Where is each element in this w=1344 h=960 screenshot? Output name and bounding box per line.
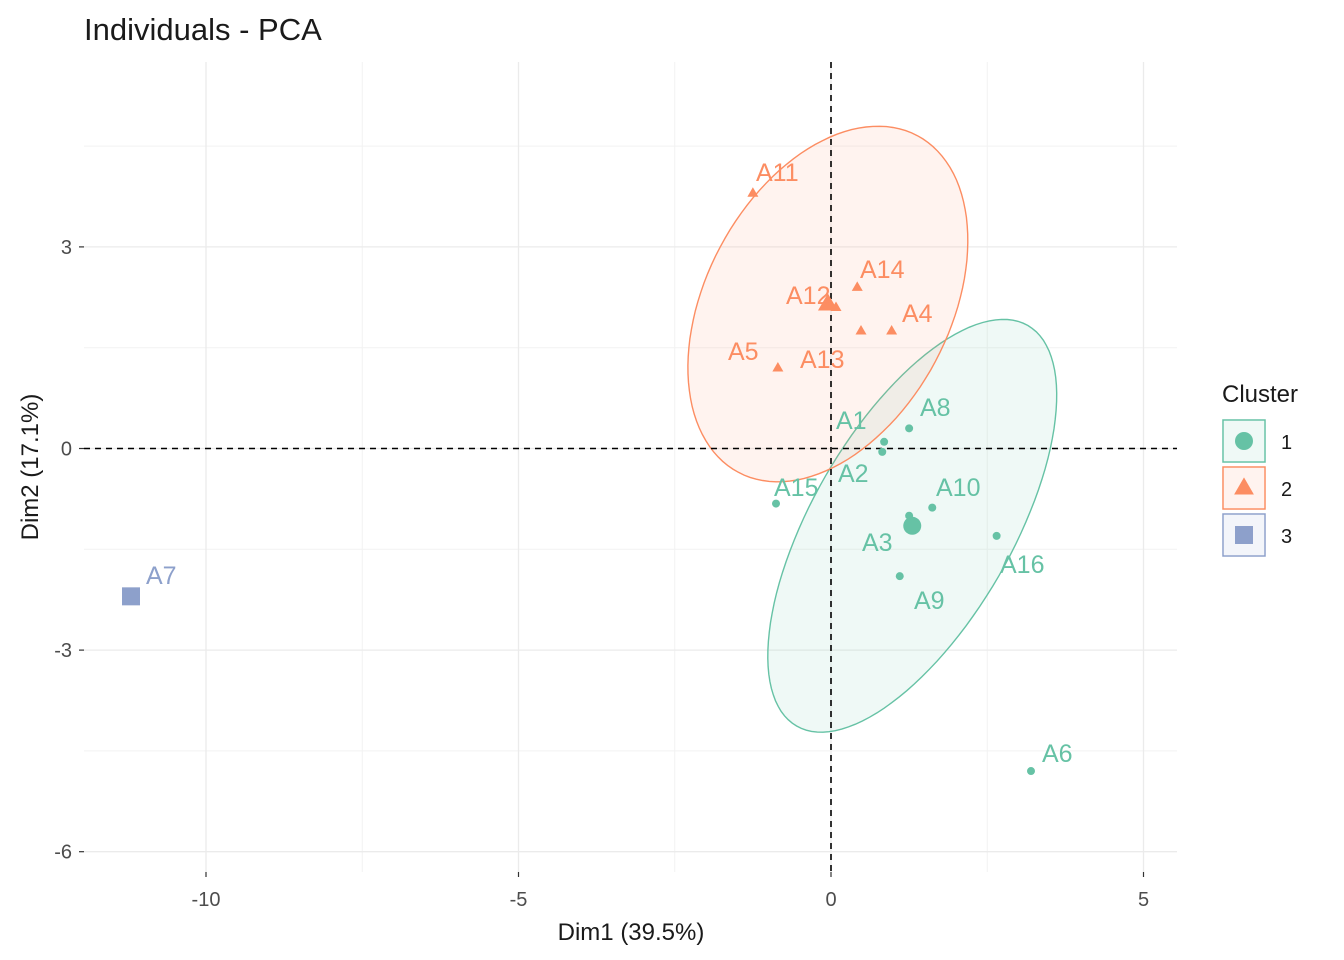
legend-marker-2 <box>1234 477 1254 495</box>
minor-grid <box>84 62 1177 872</box>
chart-title: Individuals - PCA <box>84 12 322 47</box>
y-tick-label: -6 <box>54 842 72 864</box>
x-tick-label: 0 <box>825 889 836 911</box>
point-label-A10: A10 <box>936 474 980 502</box>
cluster-1-centroid <box>903 516 922 535</box>
point-A3 <box>905 511 914 520</box>
point-A13 <box>855 325 867 335</box>
point-label-A6: A6 <box>1042 740 1073 768</box>
y-tick-label: 3 <box>61 237 72 259</box>
point-A11 <box>747 187 759 197</box>
x-tick-label: -10 <box>192 889 221 911</box>
point-label-A5: A5 <box>728 338 759 366</box>
point-label-A11: A11 <box>756 159 799 187</box>
point-A12 <box>830 301 842 311</box>
point-A2 <box>878 447 887 456</box>
cluster-2-centroid <box>817 293 838 311</box>
y-axis-title: Dim2 (17.1%) <box>17 394 44 541</box>
point-A4 <box>886 325 898 335</box>
legend-marker-3 <box>1235 526 1253 544</box>
legend: Cluster 1 2 3 <box>1222 381 1298 557</box>
point-A9 <box>895 572 904 581</box>
point-label-A16: A16 <box>1000 551 1044 579</box>
point-label-A14: A14 <box>860 256 905 284</box>
point-A7 <box>122 587 140 606</box>
point-label-A1: A1 <box>836 407 867 435</box>
point-label-A2: A2 <box>838 460 869 488</box>
point-label-A12: A12 <box>786 282 830 310</box>
point-label-A8: A8 <box>920 394 951 422</box>
legend-key-3 <box>1222 513 1266 557</box>
legend-label-2: 2 <box>1281 479 1292 501</box>
point-label-A13: A13 <box>800 346 844 374</box>
point-label-A15: A15 <box>774 474 818 502</box>
legend-title: Cluster <box>1222 381 1298 408</box>
x-tick-label: -5 <box>510 889 528 911</box>
point-A15 <box>772 499 780 508</box>
point-A1 <box>880 437 889 446</box>
legend-label-3: 3 <box>1281 526 1292 548</box>
point-A5 <box>772 361 784 372</box>
point-A6 <box>1027 767 1035 776</box>
point-A14 <box>851 281 863 291</box>
x-axis-title: Dim1 (39.5%) <box>558 919 705 946</box>
point-A16 <box>992 531 1001 540</box>
plot-area: -10 -5 0 5 3 0 -3 -6 A1 A2 A3 A6 A8 A9 A10 A15 A16 A4 A5 A1… <box>54 62 1177 911</box>
point-label-A3: A3 <box>862 529 893 557</box>
y-tick-label: -3 <box>54 640 72 662</box>
point-label-A7: A7 <box>146 562 177 590</box>
point-label-A9: A9 <box>914 587 945 615</box>
point-A10 <box>928 503 937 512</box>
y-tick-label: 0 <box>61 439 72 461</box>
point-A8 <box>905 424 914 433</box>
x-tick-label: 5 <box>1138 889 1149 911</box>
point-label-A4: A4 <box>902 300 933 328</box>
legend-label-1: 1 <box>1281 432 1292 454</box>
legend-marker-1 <box>1235 432 1253 450</box>
